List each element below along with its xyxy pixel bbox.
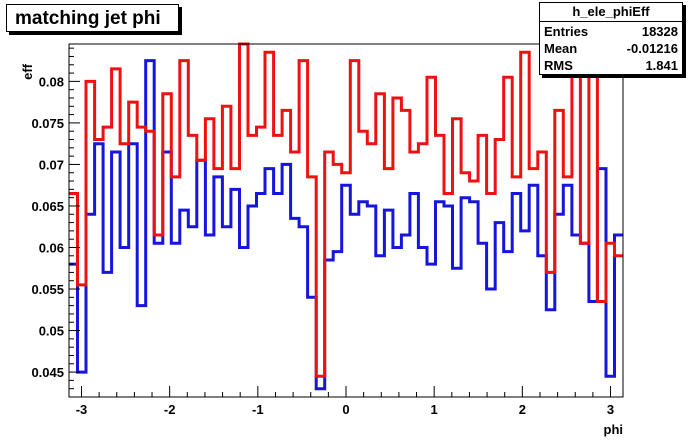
series-0-line — [69, 59, 623, 391]
y-tick-label: 0.045 — [31, 365, 64, 380]
x-tick-label: 1 — [431, 402, 438, 417]
stats-histogram-name: h_ele_phiEff — [572, 4, 650, 19]
x-tick-label: -1 — [252, 402, 264, 417]
x-tick-label: 2 — [519, 402, 526, 417]
series-1-line — [69, 42, 623, 378]
x-tick-label: 0 — [342, 402, 349, 417]
chart-title: matching jet phi — [15, 8, 161, 29]
x-tick-label: -2 — [164, 402, 176, 417]
y-tick-label: 0.08 — [39, 74, 64, 89]
y-tick-label: 0.055 — [31, 282, 64, 297]
y-tick-label: 0.05 — [39, 324, 64, 339]
stats-key: Entries — [544, 24, 589, 39]
stats-key: RMS — [544, 58, 573, 73]
stats-box: h_ele_phiEff Entries 18328 Mean -0.01216… — [539, 2, 683, 75]
y-tick-label: 0.07 — [39, 157, 64, 172]
stats-divider — [540, 21, 682, 22]
stats-key: Mean — [544, 41, 578, 56]
title-box: matching jet phi — [6, 4, 179, 32]
y-tick-label: 0.065 — [31, 199, 64, 214]
stats-value: 1.841 — [645, 58, 678, 73]
series-layer — [69, 42, 623, 391]
x-axis-title: phi — [604, 422, 624, 437]
stats-row-entries: Entries 18328 — [544, 24, 678, 41]
axis-layer: -3 -2 -1 0 1 2 3 0.045 0.05 0.055 0.06 0.065 0.07 0.0… — [31, 47, 614, 417]
stats-row-mean: Mean -0.01216 — [544, 41, 678, 58]
x-tick-label: 3 — [607, 402, 614, 417]
stats-value: 18328 — [641, 24, 678, 39]
plot-frame — [68, 43, 624, 398]
y-tick-label: 0.06 — [39, 240, 64, 255]
y-axis-title: eff — [20, 63, 35, 80]
x-tick-label: -3 — [76, 402, 88, 417]
stats-value: -0.01216 — [626, 41, 678, 56]
stats-row-rms: RMS 1.841 — [544, 58, 678, 75]
y-tick-label: 0.075 — [31, 116, 64, 131]
